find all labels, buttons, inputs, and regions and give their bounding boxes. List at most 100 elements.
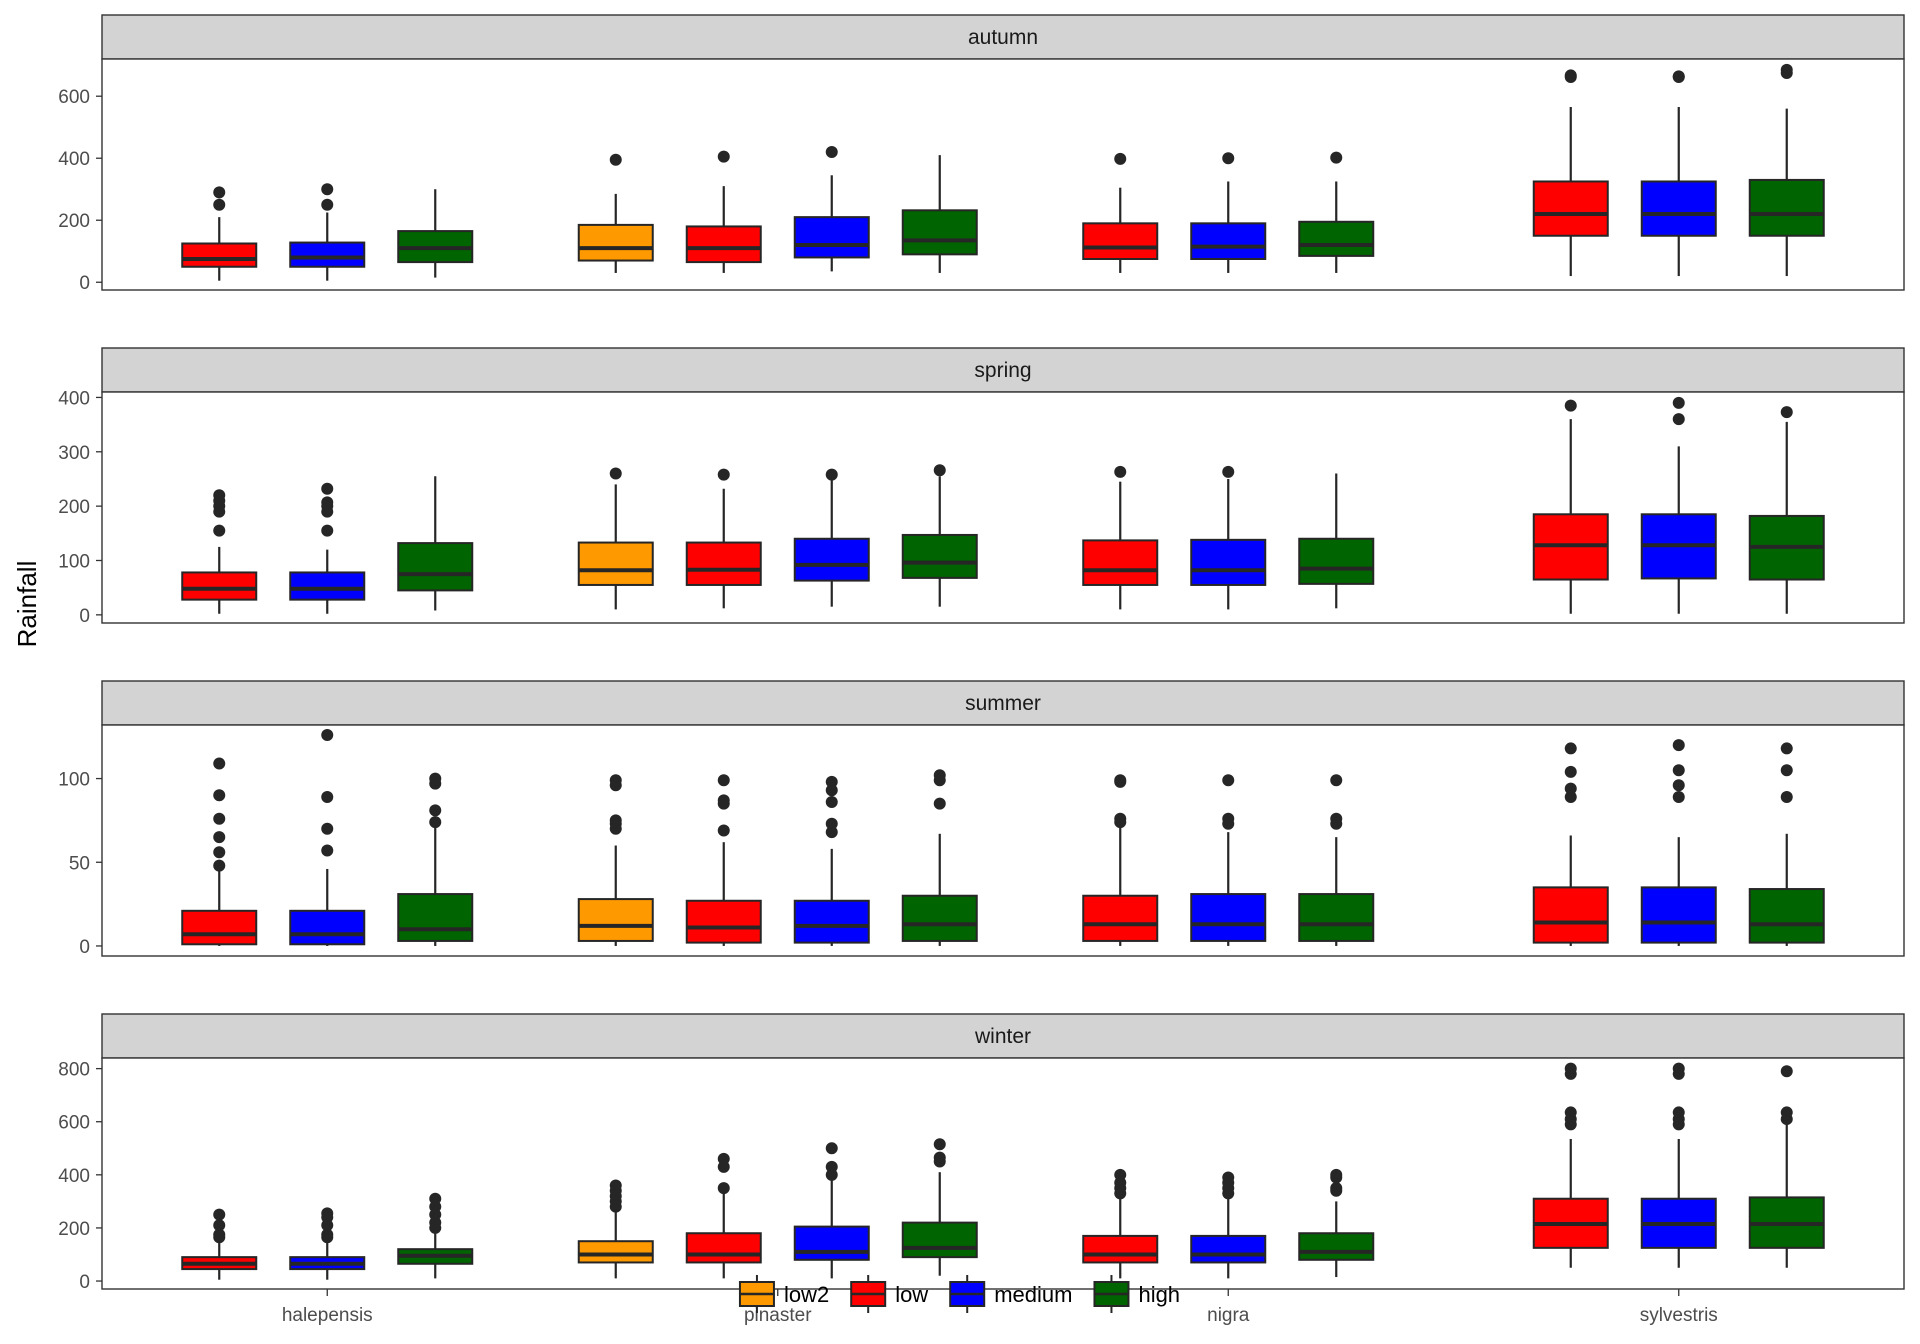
box-body bbox=[685, 541, 762, 586]
outlier-point bbox=[1564, 765, 1577, 778]
box-nigra-medium bbox=[1190, 1171, 1267, 1279]
y-tick-label: 200 bbox=[58, 1219, 90, 1240]
x-tick-label-nigra: nigra bbox=[1207, 1305, 1250, 1326]
outlier-point bbox=[213, 789, 226, 802]
box-sylvestris-high bbox=[1748, 1065, 1825, 1268]
box-body bbox=[1298, 1232, 1375, 1261]
outlier-point bbox=[1780, 764, 1793, 777]
box-body bbox=[577, 541, 654, 586]
outlier-point bbox=[1780, 790, 1793, 803]
y-tick-label: 400 bbox=[58, 388, 90, 409]
y-tick-label: 600 bbox=[58, 1113, 90, 1134]
outlier-point bbox=[933, 464, 946, 477]
box-body bbox=[1190, 893, 1267, 942]
box-body bbox=[1640, 180, 1717, 237]
outlier-point bbox=[825, 826, 838, 839]
box-body bbox=[1640, 886, 1717, 944]
box-nigra-medium bbox=[1190, 152, 1267, 273]
y-tick-label: 600 bbox=[58, 87, 90, 108]
outlier-point bbox=[1672, 764, 1685, 777]
outlier-point bbox=[429, 772, 442, 785]
outlier-point bbox=[1114, 812, 1127, 825]
box-body bbox=[1190, 538, 1267, 586]
y-tick-label: 50 bbox=[69, 853, 90, 874]
panel-background bbox=[102, 392, 1904, 623]
outlier-point bbox=[1672, 1106, 1685, 1119]
outlier-point bbox=[825, 775, 838, 788]
box-sylvestris-high bbox=[1748, 63, 1825, 277]
box-sylvestris-medium bbox=[1640, 396, 1717, 614]
box-body bbox=[1082, 222, 1159, 260]
outlier-point bbox=[321, 822, 334, 835]
box-halepensis-high bbox=[397, 476, 474, 611]
outlier-point bbox=[1330, 151, 1343, 164]
box-body bbox=[901, 533, 978, 579]
facet-strip-label: summer bbox=[965, 692, 1041, 715]
y-tick-label: 800 bbox=[58, 1060, 90, 1081]
y-axis-title: Rainfall bbox=[12, 561, 42, 648]
box-body bbox=[397, 542, 474, 592]
panel-spring: spring 0 100 200 300 400 bbox=[58, 347, 1905, 627]
box-sylvestris-medium bbox=[1640, 739, 1717, 946]
outlier-point bbox=[933, 769, 946, 782]
panels-layer: autumn 0 200 400 600 spring 0 100 200 300 400 summe… bbox=[58, 14, 1905, 1293]
box-body bbox=[181, 909, 258, 946]
box-halepensis-low bbox=[181, 489, 258, 614]
facet-strip bbox=[101, 680, 1905, 726]
y-tick-label: 100 bbox=[58, 551, 90, 572]
y-tick-label: 200 bbox=[58, 211, 90, 232]
outlier-point bbox=[429, 816, 442, 829]
outlier-point bbox=[1564, 790, 1577, 803]
outlier-point bbox=[321, 1207, 334, 1220]
box-body bbox=[577, 1240, 654, 1264]
x-axis: halepensis pinaster nigra sylvestris bbox=[282, 1289, 1718, 1326]
box-body bbox=[793, 899, 870, 944]
box-halepensis-low bbox=[181, 186, 258, 281]
outlier-point bbox=[1222, 812, 1235, 825]
box-sylvestris-low bbox=[1532, 1062, 1609, 1268]
outlier-point bbox=[1222, 465, 1235, 478]
panel-winter: winter 0 200 400 600 800 bbox=[58, 1013, 1905, 1293]
outlier-point bbox=[609, 153, 622, 166]
box-pinaster-medium bbox=[793, 775, 870, 946]
box-pinaster-low bbox=[685, 774, 762, 946]
box-pinaster-medium bbox=[793, 468, 870, 607]
outlier-point bbox=[213, 812, 226, 825]
box-body bbox=[901, 209, 978, 256]
outlier-point bbox=[321, 482, 334, 495]
box-body bbox=[577, 898, 654, 942]
outlier-point bbox=[429, 1192, 442, 1205]
box-body bbox=[397, 893, 474, 942]
box-pinaster-high bbox=[901, 155, 978, 273]
box-nigra-high bbox=[1298, 473, 1375, 609]
box-body bbox=[289, 571, 366, 601]
panel-border bbox=[101, 58, 1905, 291]
legend: low2 low medium high bbox=[738, 1275, 1180, 1313]
panel-autumn: autumn 0 200 400 600 bbox=[58, 14, 1905, 294]
outlier-point bbox=[1672, 70, 1685, 83]
box-nigra-medium bbox=[1190, 774, 1267, 946]
box-body bbox=[181, 571, 258, 601]
outlier-point bbox=[213, 757, 226, 770]
box-body bbox=[1082, 1234, 1159, 1264]
box-body bbox=[1190, 1234, 1267, 1264]
box-halepensis-high bbox=[397, 189, 474, 278]
box-body bbox=[1298, 537, 1375, 585]
box-body bbox=[577, 223, 654, 262]
y-tick-label: 0 bbox=[79, 937, 90, 958]
box-sylvestris-medium bbox=[1640, 70, 1717, 277]
panel-background bbox=[102, 59, 1904, 290]
panel-border bbox=[101, 391, 1905, 624]
box-sylvestris-low bbox=[1532, 399, 1609, 614]
box-halepensis-medium bbox=[289, 729, 366, 946]
outlier-point bbox=[1780, 1065, 1793, 1078]
box-sylvestris-medium bbox=[1640, 1062, 1717, 1268]
facet-strip bbox=[101, 1013, 1905, 1059]
box-sylvestris-high bbox=[1748, 406, 1825, 614]
y-tick-label: 100 bbox=[58, 770, 90, 791]
box-pinaster-low bbox=[685, 468, 762, 609]
outlier-point bbox=[321, 198, 334, 211]
outlier-point bbox=[213, 1208, 226, 1221]
outlier-point bbox=[825, 146, 838, 159]
y-tick-label: 0 bbox=[79, 273, 90, 294]
